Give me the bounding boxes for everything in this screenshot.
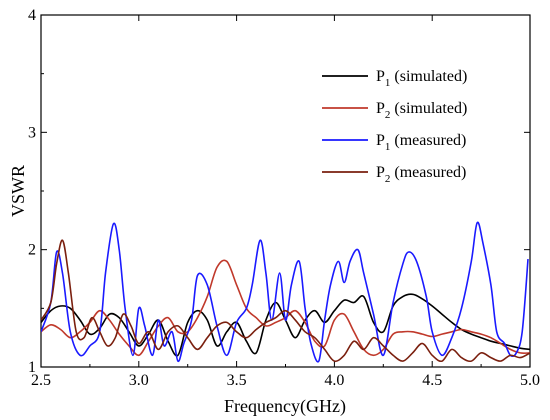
series-line-p1-measured xyxy=(41,221,529,363)
y-tick-label: 1 xyxy=(28,359,36,376)
x-tick-label: 4.5 xyxy=(422,372,442,389)
legend-label-p2-measured: P2 (measured) xyxy=(376,164,466,185)
x-axis-label: Frequency(GHz) xyxy=(224,396,346,417)
series-lines xyxy=(41,221,530,363)
x-tick-label: 3.0 xyxy=(129,372,149,389)
x-tick-label: 3.5 xyxy=(227,372,247,389)
x-tick-label: 5.0 xyxy=(520,372,540,389)
axis-ticks: 2.5 3.0 3.5 4.0 4.5 5.0 1 2 3 4 xyxy=(28,7,540,389)
y-axis-label: VSWR xyxy=(8,165,28,217)
series-line-p2-measured xyxy=(41,239,530,363)
x-tick-label: 2.5 xyxy=(31,372,51,389)
x-tick-label: 4.0 xyxy=(324,372,344,389)
y-tick-label: 2 xyxy=(28,242,36,259)
legend-label-p1-simulated: P1 (simulated) xyxy=(376,68,467,89)
legend-label-p1-measured: P1 (measured) xyxy=(376,132,466,153)
y-tick-label: 4 xyxy=(28,7,36,24)
legend-label-p2-simulated: P2 (simulated) xyxy=(376,100,467,121)
y-tick-label: 3 xyxy=(28,124,36,141)
legend: P1 (simulated) P2 (simulated) P1 (measured… xyxy=(322,68,467,185)
